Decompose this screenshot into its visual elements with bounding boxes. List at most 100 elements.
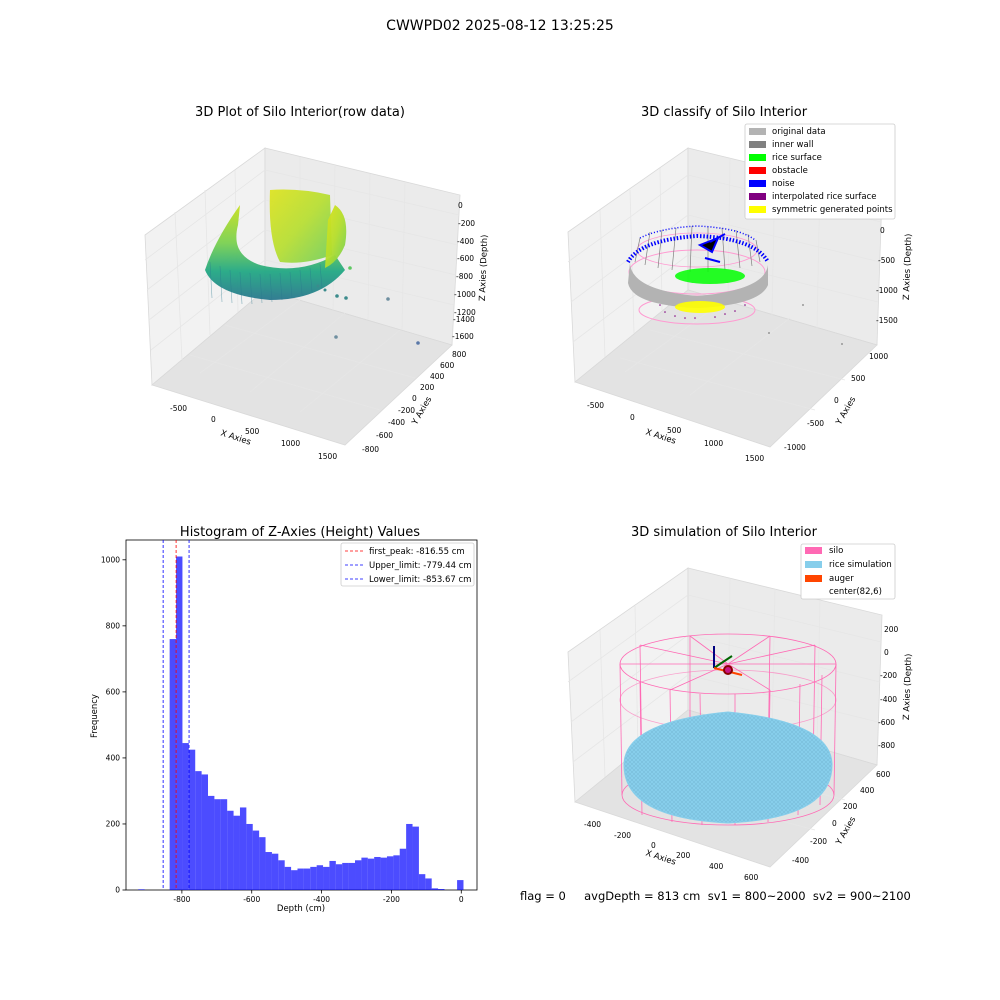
histogram-bar	[195, 771, 202, 890]
chart4-ytick: -400	[792, 856, 809, 865]
chart1-title: 3D Plot of Silo Interior(row data)	[195, 105, 405, 120]
x-tick-label: 0	[459, 895, 464, 904]
histogram-bar	[367, 858, 375, 890]
histogram-bar	[386, 856, 394, 890]
histogram-bar	[265, 852, 272, 890]
histogram-bar	[169, 639, 177, 890]
chart1-xtick: 500	[245, 427, 260, 436]
histogram-bar	[201, 774, 209, 890]
chart2-ytick: -1000	[784, 443, 806, 452]
legend-label: interpolated rice surface	[772, 192, 877, 202]
histogram-bar	[239, 807, 247, 890]
chart1-ztick: -1200	[454, 308, 476, 317]
legend-label: rice surface	[772, 153, 822, 163]
chart2-xtick: 0	[630, 413, 635, 422]
chart1-x-ticks: -500 0 500 1000 1500	[170, 404, 337, 461]
histogram-bar	[425, 878, 432, 890]
chart3-legend-box	[340, 542, 475, 587]
chart2-y-ticks: -1000 -500 0 500 1000	[784, 352, 888, 452]
chart1-ztick: -200	[458, 219, 475, 228]
y-tick-label: 600	[106, 687, 121, 696]
chart2-xtick: 1000	[704, 439, 723, 448]
chart2-ytick: 0	[834, 396, 839, 405]
legend-label: noise	[772, 179, 795, 189]
chart2-point-cloud	[626, 225, 843, 345]
histogram-bar	[291, 870, 298, 890]
legend-swatch	[749, 180, 766, 187]
chart1-ytick: 600	[440, 361, 455, 370]
legend-swatch	[749, 154, 766, 161]
chart4-ztick: -200	[880, 671, 897, 680]
chart2-ytick: -500	[807, 419, 824, 428]
chart4-xtick: -200	[614, 831, 631, 840]
chart4-zlabel: Z Axies (Depth)	[902, 653, 914, 720]
histogram-bar	[412, 826, 419, 890]
chart2-ytick: 1000	[869, 352, 888, 361]
histogram-bar	[335, 864, 343, 890]
histogram-bar	[406, 823, 413, 890]
histogram-bar	[380, 857, 387, 890]
chart1-ztick: 0	[458, 201, 463, 210]
chart4-rice-surface	[623, 711, 833, 824]
histogram-bar	[418, 874, 426, 890]
chart1-ytick: 0	[412, 394, 417, 403]
chart4-ytick: 200	[843, 802, 858, 811]
chart1-xtick: -500	[170, 404, 187, 413]
chart4-legend: silo rice simulation auger center(82,6)	[800, 543, 896, 600]
chart1-ytick: 800	[452, 350, 467, 359]
chart4-y-ticks: -400 -200 0 200 400 600	[792, 770, 891, 865]
chart4-ztick: 0	[884, 648, 889, 657]
chart3-xlabel: Depth (cm)	[277, 904, 325, 914]
histogram-bar	[271, 853, 279, 890]
chart2-x-ticks: -500 0 500 1000 1500	[587, 401, 764, 463]
chart3-bars	[138, 556, 464, 890]
chart2-legend-box	[744, 123, 896, 220]
chart1-ztick: -800	[456, 272, 473, 281]
legend-label: original data	[772, 127, 826, 137]
chart2-xtick: 500	[667, 426, 682, 435]
legend-swatch	[805, 575, 822, 582]
chart1-xtick: 1500	[318, 452, 337, 461]
histogram-bar	[374, 856, 381, 890]
figure-title: CWWPD02 2025-08-12 13:25:25	[386, 18, 614, 34]
chart2-xtick: 1500	[745, 454, 764, 463]
legend-swatch	[805, 547, 822, 554]
histogram-bar	[361, 857, 368, 890]
histogram-bar	[316, 865, 324, 890]
chart2-title: 3D classify of Silo Interior	[641, 105, 808, 120]
chart2-xtick: -500	[587, 401, 604, 410]
y-tick-label: 800	[106, 621, 121, 630]
histogram-bar	[393, 855, 400, 890]
histogram-bar	[252, 830, 260, 890]
histogram-bar	[297, 868, 304, 890]
chart4-xtick: 200	[676, 851, 691, 860]
chart3-vlines	[162, 540, 190, 890]
chart4-ytick: -200	[810, 837, 827, 846]
histogram-bar	[329, 860, 336, 890]
chart-histogram: Histogram of Z-Axies (Height) Values -80…	[90, 525, 478, 914]
histogram-bar	[246, 823, 253, 890]
histogram-bar	[138, 889, 145, 890]
chart4-xtick: 400	[709, 862, 724, 871]
chart4-ztick: -400	[880, 695, 897, 704]
chart4-ytick: 600	[876, 770, 891, 779]
chart2-z-ticks: 0 -500 -1000 -1500	[876, 226, 898, 325]
histogram-bar	[214, 799, 221, 890]
chart1-ytick: 200	[420, 383, 435, 392]
chart1-ztick: -1600	[452, 332, 474, 341]
legend-swatch	[749, 141, 766, 148]
status-footer: flag = 0 avgDepth = 813 cm sv1 = 800~200…	[520, 889, 911, 903]
histogram-bar	[259, 837, 266, 890]
legend-label: rice simulation	[829, 560, 892, 570]
chart2-ztick: -500	[878, 256, 895, 265]
legend-swatch	[749, 167, 766, 174]
x-tick-label: -600	[243, 895, 260, 904]
histogram-bar	[348, 862, 356, 890]
histogram-bar	[284, 866, 292, 890]
legend-label: silo	[829, 546, 843, 556]
chart4-ztick: -800	[878, 741, 895, 750]
x-tick-label: -800	[173, 895, 190, 904]
histogram-bar	[355, 860, 362, 890]
chart1-z-ticks: 0 -200 -400 -600 -800 -1000 -1200 -1400 …	[452, 201, 476, 341]
chart4-ztick: 200	[884, 625, 899, 634]
